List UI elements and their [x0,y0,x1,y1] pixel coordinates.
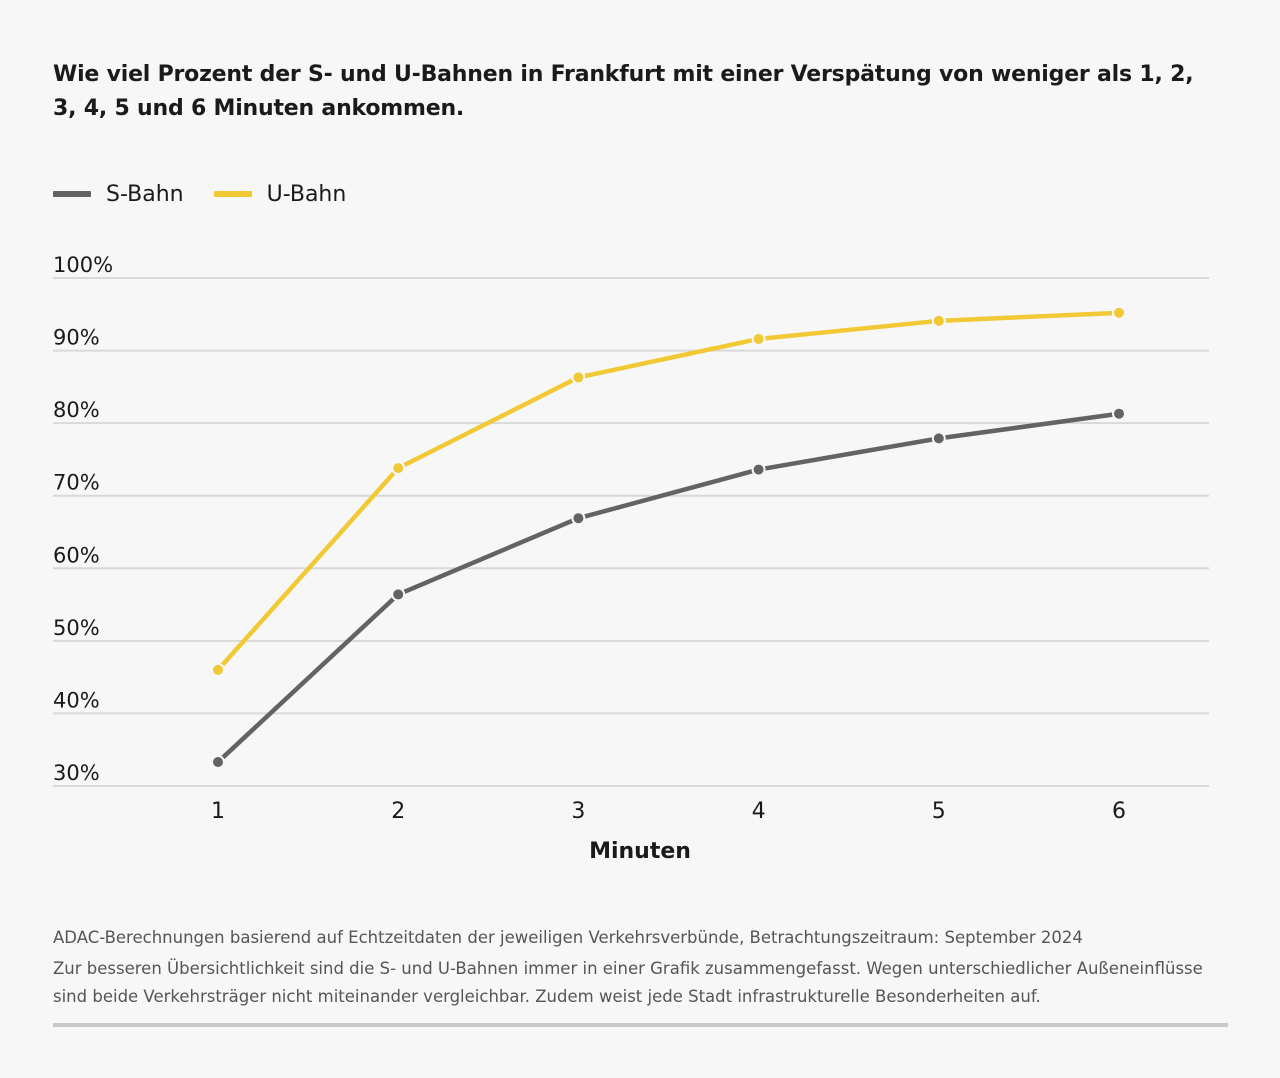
legend-item-u-bahn: U-Bahn [213,181,347,207]
data-point [751,462,766,477]
series-lines [211,305,1126,770]
y-tick-label: 30% [53,761,100,785]
legend-swatch-s-bahn [53,191,91,197]
data-point [571,511,586,526]
data-point [931,313,946,328]
data-point [931,431,946,446]
chart-title: Wie viel Prozent der S- und U-Bahnen in … [53,62,1194,121]
footnote-source: ADAC-Berechnungen basierend auf Echtzeit… [53,928,1083,947]
y-tick-label: 70% [53,471,100,495]
data-point [571,370,586,385]
x-tick-label: 6 [1112,799,1126,824]
data-point [211,662,225,677]
x-axis-label: Minuten [589,839,691,864]
series-s-bahn [211,406,1126,770]
y-axis-ticks: 30% 40% 50% 60% 70% 80% 90% 100% [53,253,113,785]
x-tick-label: 3 [571,799,585,824]
grid-lines [53,277,1209,787]
x-tick-label: 1 [211,799,225,824]
series-line [215,310,1122,673]
legend-label-u-bahn: U-Bahn [266,181,347,207]
y-tick-label: 40% [53,688,100,712]
chart-legend: S-Bahn U-Bahn [53,178,376,210]
data-point [1112,305,1126,320]
x-tick-label: 4 [752,799,766,824]
legend-swatch-u-bahn [213,191,252,197]
bottom-divider [53,1023,1228,1027]
x-tick-label: 5 [932,799,946,824]
y-tick-label: 50% [53,616,100,640]
legend-item-s-bahn: S-Bahn [53,182,184,207]
line-chart: 30% 40% 50% 60% 70% 80% 90% 100% 1 2 3 4 5 6 Minuten [53,253,1209,864]
series-line [215,411,1122,765]
legend-label-s-bahn: S-Bahn [106,181,184,207]
y-tick-label: 60% [53,543,100,567]
y-tick-label: 90% [53,326,100,350]
data-point [391,587,406,602]
series-u-bahn [211,305,1126,677]
data-point [391,461,406,476]
x-axis-ticks: 1 2 3 4 5 6 [211,799,1126,824]
y-tick-label: 100% [53,253,113,277]
data-point [211,755,225,770]
y-tick-label: 80% [53,398,100,422]
data-point [1112,406,1126,421]
data-point [751,331,766,346]
footnote-note: Zur besseren Übersichtlichkeit sind die … [53,959,1203,1006]
x-tick-label: 2 [391,799,405,824]
